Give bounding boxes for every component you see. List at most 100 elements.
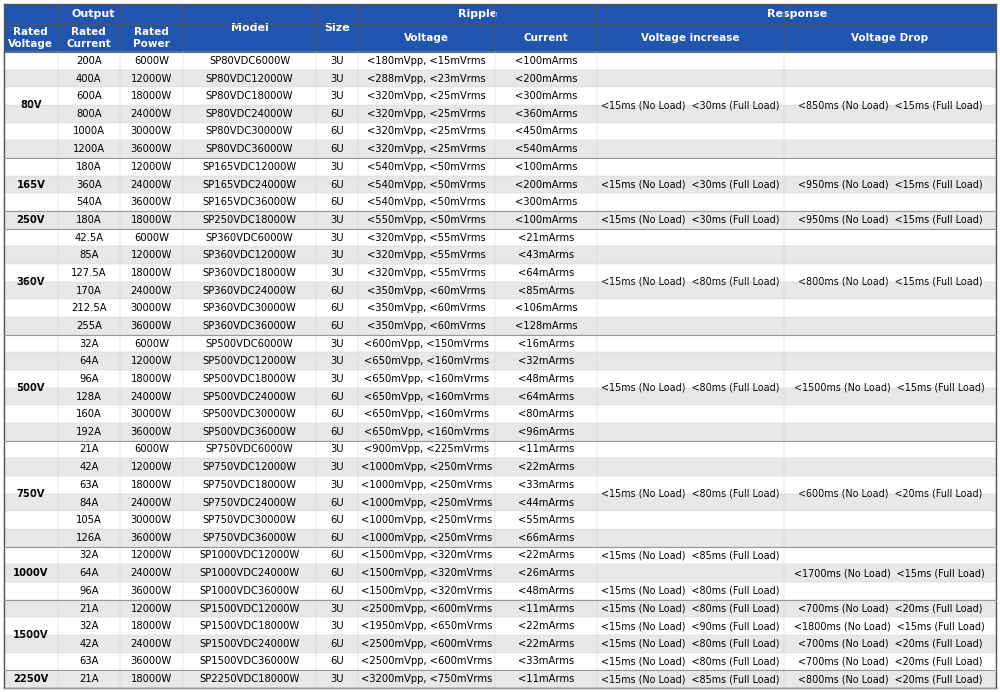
Bar — [4, 370, 996, 388]
Text: <200mArms: <200mArms — [515, 73, 577, 84]
Text: Model: Model — [231, 23, 268, 33]
Text: 6U: 6U — [330, 515, 344, 525]
Text: <66mArms: <66mArms — [518, 533, 574, 543]
Text: 212.5A: 212.5A — [71, 303, 107, 313]
Text: <11mArms: <11mArms — [518, 444, 574, 455]
Text: <64mArms: <64mArms — [518, 392, 574, 401]
Text: <320mVpp, <25mVrms: <320mVpp, <25mVrms — [367, 127, 486, 136]
Text: 18000W: 18000W — [131, 621, 172, 631]
Text: 21A: 21A — [79, 603, 99, 614]
Text: 3U: 3U — [330, 356, 344, 366]
Text: <22mArms: <22mArms — [518, 621, 574, 631]
Bar — [4, 70, 996, 87]
Text: <96mArms: <96mArms — [518, 427, 574, 437]
Text: 30000W: 30000W — [131, 515, 172, 525]
Text: SP1000VDC36000W: SP1000VDC36000W — [199, 586, 300, 596]
Text: <450mArms: <450mArms — [515, 127, 577, 136]
Text: <15ms (No Load)  <30ms (Full Load): <15ms (No Load) <30ms (Full Load) — [601, 179, 780, 190]
Text: 3U: 3U — [330, 480, 344, 490]
Text: Voltage Drop: Voltage Drop — [851, 33, 928, 43]
Text: SP250VDC18000W: SP250VDC18000W — [203, 215, 297, 225]
Text: <33mArms: <33mArms — [518, 480, 574, 490]
Text: <80mArms: <80mArms — [518, 409, 574, 419]
Text: SP500VDC6000W: SP500VDC6000W — [206, 338, 293, 349]
Text: 3U: 3U — [330, 233, 344, 242]
Text: 3U: 3U — [330, 251, 344, 260]
Text: 3U: 3U — [330, 374, 344, 384]
Text: 96A: 96A — [79, 374, 99, 384]
Text: Size: Size — [324, 23, 350, 33]
Text: 12000W: 12000W — [131, 73, 172, 84]
Text: 24000W: 24000W — [131, 109, 172, 119]
Text: SP500VDC30000W: SP500VDC30000W — [203, 409, 296, 419]
Text: <540mVpp, <50mVrms: <540mVpp, <50mVrms — [367, 179, 486, 190]
Text: 42.5A: 42.5A — [74, 233, 103, 242]
Text: <22mArms: <22mArms — [518, 462, 574, 472]
Bar — [4, 441, 996, 458]
Text: <15ms (No Load)  <80ms (Full Load): <15ms (No Load) <80ms (Full Load) — [601, 657, 780, 666]
Text: 12000W: 12000W — [131, 162, 172, 172]
Text: SP165VDC12000W: SP165VDC12000W — [202, 162, 297, 172]
Text: 3U: 3U — [330, 215, 344, 225]
Text: <800ms (No Load)  <20ms (Full Load): <800ms (No Load) <20ms (Full Load) — [798, 674, 982, 684]
Text: <100mArms: <100mArms — [515, 56, 577, 66]
Text: <15ms (No Load)  <80ms (Full Load): <15ms (No Load) <80ms (Full Load) — [601, 639, 780, 649]
Text: 96A: 96A — [79, 586, 99, 596]
Text: <900mVpp, <225mVrms: <900mVpp, <225mVrms — [364, 444, 489, 455]
Text: 6U: 6U — [330, 109, 344, 119]
Bar — [316, 4, 358, 52]
Text: 3U: 3U — [330, 674, 344, 684]
Text: 36000W: 36000W — [131, 427, 172, 437]
Text: <11mArms: <11mArms — [518, 674, 574, 684]
Bar — [4, 653, 996, 671]
Text: Rated
Power: Rated Power — [133, 27, 170, 49]
Text: <350mVpp, <60mVrms: <350mVpp, <60mVrms — [367, 303, 486, 313]
Bar — [4, 246, 996, 264]
Text: 80V: 80V — [20, 100, 42, 110]
Bar — [4, 140, 996, 158]
Text: 180A: 180A — [76, 215, 102, 225]
Text: 64A: 64A — [79, 568, 99, 579]
Text: 30000W: 30000W — [131, 127, 172, 136]
Text: 24000W: 24000W — [131, 639, 172, 649]
Bar — [4, 600, 996, 617]
Text: Voltage: Voltage — [404, 33, 449, 43]
Text: <350mVpp, <60mVrms: <350mVpp, <60mVrms — [367, 286, 486, 295]
Text: <15ms (No Load)  <30ms (Full Load): <15ms (No Load) <30ms (Full Load) — [601, 100, 780, 110]
Text: <15ms (No Load)  <80ms (Full Load): <15ms (No Load) <80ms (Full Load) — [601, 489, 780, 499]
Text: 85A: 85A — [79, 251, 99, 260]
Bar — [4, 352, 996, 370]
Bar — [597, 24, 784, 52]
Text: 32A: 32A — [79, 338, 99, 349]
Text: SP80VDC18000W: SP80VDC18000W — [206, 91, 293, 101]
Text: 3U: 3U — [330, 162, 344, 172]
Text: SP2250VDC18000W: SP2250VDC18000W — [199, 674, 300, 684]
Text: <1950mVpp, <650mVrms: <1950mVpp, <650mVrms — [361, 621, 492, 631]
Text: 360A: 360A — [76, 179, 102, 190]
Text: <650mVpp, <160mVrms: <650mVpp, <160mVrms — [364, 374, 489, 384]
Bar — [358, 4, 597, 24]
Text: 6U: 6U — [330, 197, 344, 207]
Text: 6000W: 6000W — [134, 56, 169, 66]
Text: SP1500VDC12000W: SP1500VDC12000W — [199, 603, 300, 614]
Text: 6U: 6U — [330, 498, 344, 507]
Text: 18000W: 18000W — [131, 374, 172, 384]
Text: <106mArms: <106mArms — [515, 303, 577, 313]
Bar — [4, 423, 996, 441]
Bar — [4, 406, 996, 423]
Text: 2250V: 2250V — [13, 674, 48, 684]
Bar — [4, 458, 996, 476]
Bar — [4, 671, 996, 688]
Bar — [4, 282, 996, 300]
Text: 24000W: 24000W — [131, 392, 172, 401]
Text: <43mArms: <43mArms — [518, 251, 574, 260]
Text: <3200mVpp, <750mVrms: <3200mVpp, <750mVrms — [361, 674, 492, 684]
Text: SP80VDC24000W: SP80VDC24000W — [206, 109, 293, 119]
Text: <950ms (No Load)  <15ms (Full Load): <950ms (No Load) <15ms (Full Load) — [798, 215, 982, 225]
Text: 6U: 6U — [330, 533, 344, 543]
Text: <550mVpp, <50mVrms: <550mVpp, <50mVrms — [367, 215, 486, 225]
Bar — [4, 228, 996, 246]
Text: 63A: 63A — [79, 657, 99, 666]
Bar — [183, 4, 316, 52]
Text: <1700ms (No Load)  <15ms (Full Load): <1700ms (No Load) <15ms (Full Load) — [794, 568, 985, 579]
